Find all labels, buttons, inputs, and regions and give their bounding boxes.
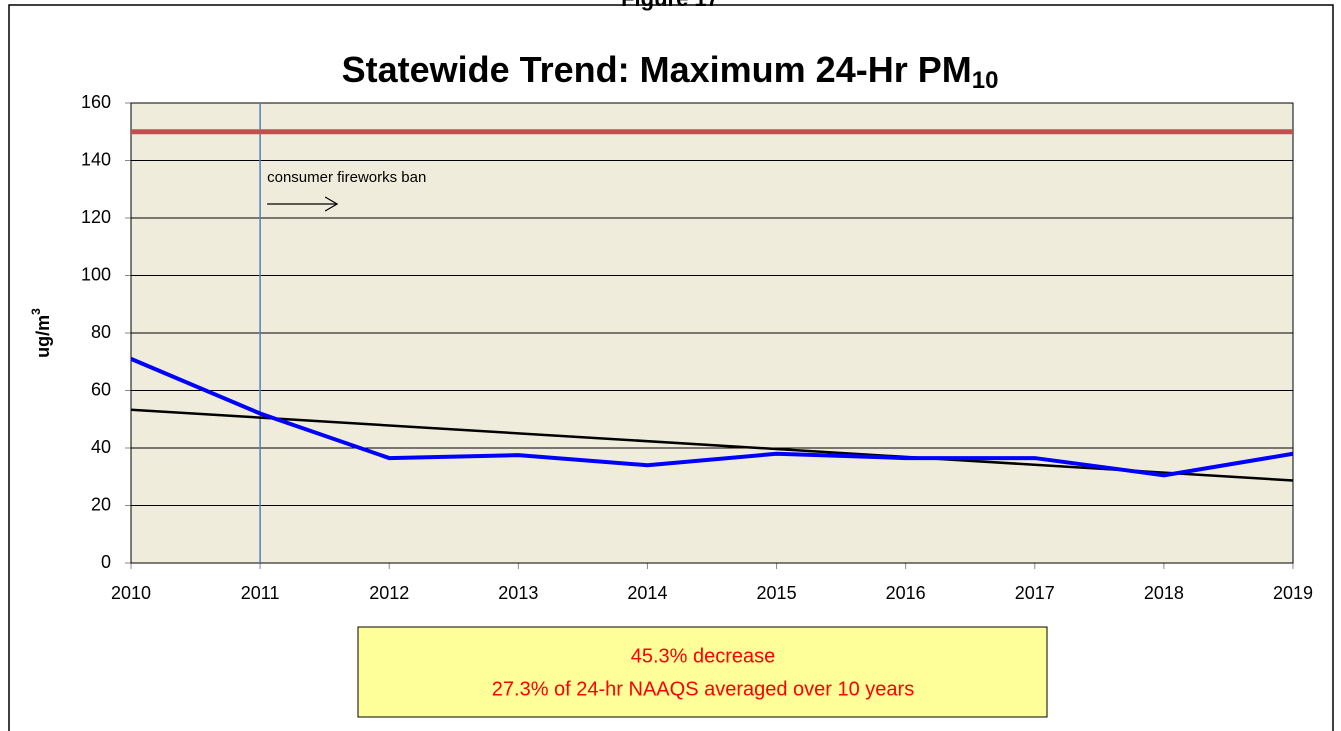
x-tick-label: 2013	[498, 583, 538, 603]
y-label-main: ug/m	[33, 315, 53, 358]
chart-title: Statewide Trend: Maximum 24-Hr PM10	[342, 49, 999, 95]
title-main: Statewide Trend: Maximum 24-Hr PM	[342, 49, 972, 90]
y-tick-label: 140	[81, 149, 111, 169]
y-tick-label: 100	[81, 264, 111, 284]
x-tick-label: 2018	[1144, 583, 1184, 603]
note-box	[357, 626, 1048, 718]
y-tick-label: 160	[81, 92, 111, 112]
y-tick-label: 120	[81, 207, 111, 227]
data-line	[130, 357, 1294, 478]
annotation-arrowhead	[324, 196, 339, 212]
x-tick-label: 2010	[111, 583, 151, 603]
x-tick-label: 2011	[241, 583, 280, 603]
y-tick-label: 80	[91, 322, 111, 342]
plot-border	[130, 102, 1294, 564]
y-tick-label: 0	[101, 552, 111, 572]
y-tick-label: 60	[91, 379, 111, 399]
y-label-sup: 3	[29, 308, 43, 315]
x-tick-label: 2015	[757, 583, 797, 603]
annotation: consumer fireworks ban	[267, 169, 426, 186]
y-axis-label: ug/m3	[29, 308, 53, 358]
y-tick-label: 40	[91, 437, 111, 457]
x-tick-label: 2017	[1015, 583, 1055, 603]
title-subscript: 10	[972, 67, 999, 94]
note-text: 27.3% of 24-hr NAAQS averaged over 10 ye…	[492, 678, 914, 700]
x-tick-label: 2016	[886, 583, 926, 603]
note-text: 45.3% decrease	[631, 645, 776, 667]
x-tick-label: 2019	[1273, 583, 1313, 603]
figure-label: Figure 17	[621, 0, 719, 11]
x-tick-label: 2014	[627, 583, 667, 603]
x-tick-label: 2012	[369, 583, 409, 603]
y-tick-label: 20	[91, 494, 111, 514]
